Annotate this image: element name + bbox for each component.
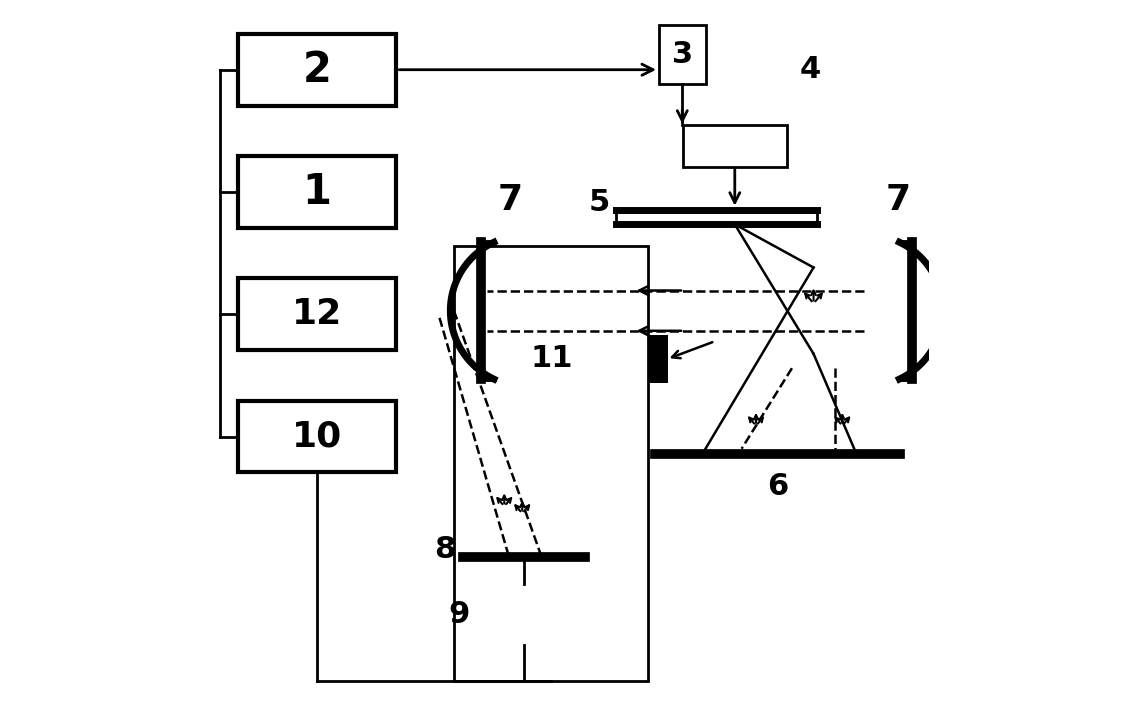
Text: 6: 6 (767, 472, 789, 501)
Text: 3: 3 (671, 40, 693, 69)
Bar (659, 25, 706, 84)
Bar (238, 34, 396, 105)
Text: 9: 9 (448, 601, 470, 630)
Text: 7: 7 (497, 183, 522, 217)
Text: 4: 4 (799, 55, 820, 84)
Text: 7: 7 (885, 183, 910, 217)
Text: 11: 11 (530, 344, 572, 373)
Text: 1: 1 (303, 171, 332, 213)
Bar (238, 278, 396, 350)
Text: 8: 8 (434, 535, 455, 564)
Bar (238, 401, 396, 472)
Text: 2: 2 (303, 48, 331, 91)
Bar (597, 321, 641, 397)
Bar (454, 246, 649, 681)
Text: 10: 10 (292, 419, 343, 453)
Bar (479, 584, 547, 645)
Text: 5: 5 (588, 188, 610, 217)
Bar (683, 125, 786, 167)
Bar (641, 335, 668, 383)
Text: 12: 12 (292, 297, 343, 331)
Bar (238, 156, 396, 228)
